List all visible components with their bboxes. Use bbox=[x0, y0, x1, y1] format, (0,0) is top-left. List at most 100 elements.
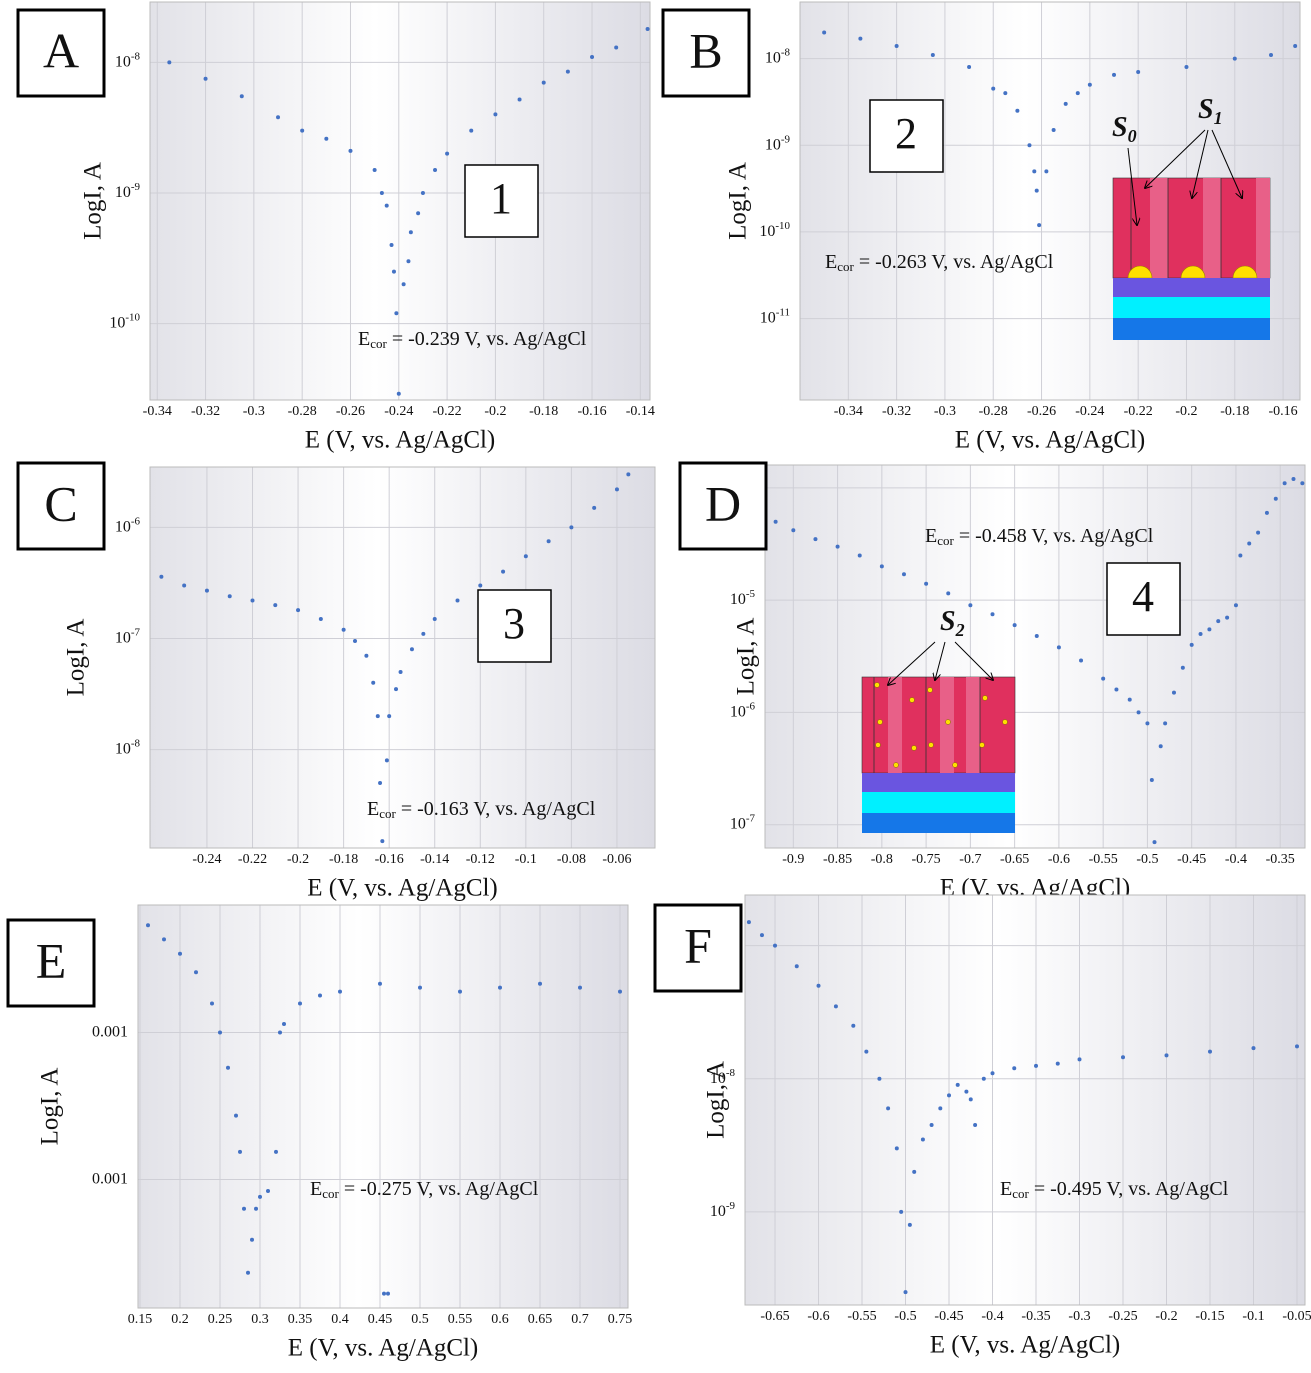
data-point bbox=[1012, 623, 1017, 628]
x-tick-label: 0.5 bbox=[411, 1312, 429, 1327]
data-point bbox=[274, 1149, 278, 1154]
data-point bbox=[1101, 676, 1106, 681]
data-point bbox=[318, 993, 322, 998]
x-tick-label: -0.3 bbox=[243, 404, 265, 419]
x-tick-label: -0.28 bbox=[979, 404, 1008, 419]
inset-label: S0 bbox=[1112, 112, 1137, 146]
data-point bbox=[964, 1089, 969, 1094]
data-point bbox=[864, 1049, 869, 1054]
data-point bbox=[901, 572, 906, 577]
inset-diagram: S0 S1 bbox=[1112, 94, 1271, 340]
inset-label: S1 bbox=[1198, 94, 1223, 128]
y-axis-label: LogI, A bbox=[63, 619, 90, 697]
plot-area bbox=[138, 905, 628, 1308]
x-tick-label: -0.35 bbox=[1021, 1309, 1050, 1324]
data-point bbox=[773, 943, 778, 948]
data-point bbox=[816, 983, 821, 988]
x-tick-label: -0.14 bbox=[420, 852, 449, 867]
data-point bbox=[903, 1290, 908, 1295]
data-point bbox=[851, 1023, 856, 1028]
x-tick-label: -0.18 bbox=[529, 404, 558, 419]
data-point bbox=[254, 1206, 258, 1211]
data-point bbox=[990, 1071, 995, 1076]
data-point bbox=[546, 539, 551, 544]
data-point bbox=[1264, 510, 1269, 515]
data-point bbox=[1032, 169, 1037, 174]
x-tick-label: -0.16 bbox=[375, 852, 404, 867]
x-tick-label: -0.8 bbox=[871, 852, 893, 867]
y-tick-label: 10-10 bbox=[759, 219, 790, 239]
data-point bbox=[1087, 82, 1092, 87]
data-point bbox=[341, 627, 346, 632]
x-tick-label: 0.75 bbox=[608, 1312, 633, 1327]
x-tick-label: -0.14 bbox=[626, 404, 655, 419]
x-tick-label: -0.4 bbox=[1225, 852, 1247, 867]
annotation: Ecor = -0.458 V, vs. Ag/AgCl bbox=[925, 525, 1154, 548]
data-point bbox=[432, 616, 437, 621]
data-point bbox=[1291, 477, 1296, 482]
data-point bbox=[258, 1194, 262, 1199]
data-point bbox=[1077, 1057, 1082, 1062]
plot-area bbox=[150, 467, 655, 848]
panel-label-box bbox=[6, 918, 96, 1008]
data-point bbox=[1055, 1061, 1060, 1066]
data-point bbox=[645, 27, 650, 32]
x-tick-label: -0.2 bbox=[1175, 404, 1197, 419]
data-point bbox=[1112, 72, 1117, 77]
x-tick-label: -0.3 bbox=[934, 404, 956, 419]
data-point bbox=[384, 758, 389, 763]
data-point bbox=[920, 1137, 925, 1142]
data-point bbox=[1300, 481, 1305, 486]
data-point bbox=[1012, 1066, 1017, 1071]
data-point bbox=[234, 1113, 238, 1118]
data-point bbox=[1075, 91, 1080, 96]
data-point bbox=[626, 472, 631, 477]
y-axis-label: LogI, A bbox=[733, 618, 760, 696]
data-point bbox=[1256, 530, 1261, 535]
y-tick-label: 10-9 bbox=[710, 1199, 736, 1219]
data-point bbox=[1079, 658, 1084, 663]
curve-label: 3 bbox=[503, 599, 525, 648]
y-tick-label: 10-7 bbox=[115, 626, 141, 646]
x-tick-label: -0.2 bbox=[1155, 1309, 1177, 1324]
data-point bbox=[1003, 91, 1008, 96]
data-point bbox=[1293, 43, 1298, 48]
y-tick-label: 10-8 bbox=[115, 50, 141, 70]
data-point bbox=[1184, 65, 1189, 70]
data-point bbox=[1152, 840, 1157, 845]
data-point bbox=[1216, 619, 1221, 624]
data-point bbox=[1180, 665, 1185, 670]
data-point bbox=[418, 985, 422, 990]
plot-frame bbox=[764, 464, 1306, 849]
x-tick-label: 0.7 bbox=[571, 1312, 589, 1327]
data-point bbox=[226, 1065, 230, 1070]
x-tick-label: -0.06 bbox=[602, 852, 631, 867]
data-point bbox=[364, 653, 369, 658]
data-point bbox=[416, 211, 421, 216]
data-point bbox=[1233, 603, 1238, 608]
x-tick-label: -0.55 bbox=[1089, 852, 1118, 867]
data-point bbox=[324, 136, 329, 141]
y-tick-label: 10-7 bbox=[730, 812, 756, 832]
data-point bbox=[391, 269, 396, 274]
plot-area bbox=[150, 2, 650, 400]
data-point bbox=[1027, 143, 1032, 148]
y-tick-label: 10-8 bbox=[765, 46, 791, 66]
x-tick-label: -0.9 bbox=[782, 852, 804, 867]
data-point bbox=[493, 112, 498, 117]
data-point bbox=[298, 1001, 302, 1006]
data-point bbox=[894, 43, 899, 48]
data-point bbox=[409, 647, 414, 652]
data-point bbox=[387, 714, 392, 719]
annotation: Ecor = -0.239 V, vs. Ag/AgCl bbox=[358, 328, 587, 351]
panel-label: F bbox=[684, 917, 712, 973]
data-point bbox=[833, 1004, 838, 1009]
data-point bbox=[930, 53, 935, 58]
annotation: Ecor = -0.263 V, vs. Ag/AgCl bbox=[825, 251, 1054, 274]
x-tick-label: -0.18 bbox=[329, 852, 358, 867]
plot-frame bbox=[799, 1, 1301, 401]
data-point bbox=[250, 598, 255, 603]
data-point bbox=[394, 687, 399, 692]
plot-frame bbox=[137, 904, 629, 1309]
data-point bbox=[967, 65, 972, 70]
